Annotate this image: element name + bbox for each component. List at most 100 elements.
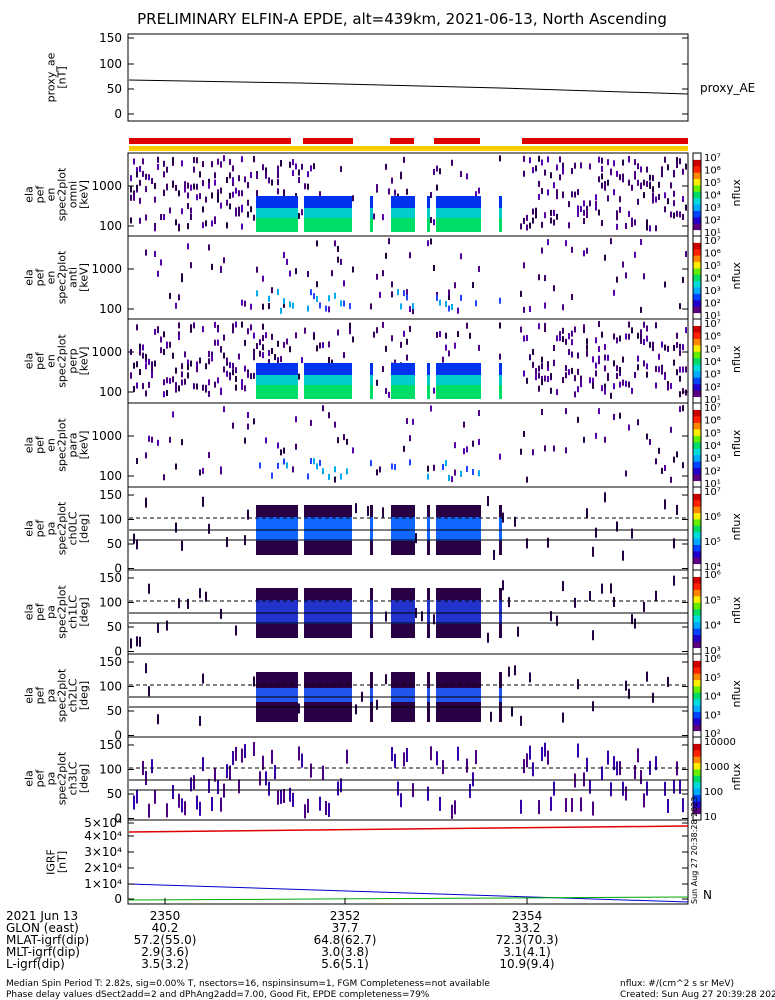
cell — [394, 375, 397, 385]
cell — [529, 672, 531, 683]
cell — [343, 352, 345, 359]
cell — [475, 750, 477, 765]
cell — [625, 272, 627, 279]
cbar-cell — [693, 172, 701, 180]
ytick-label: 2×10⁴ — [84, 861, 122, 875]
frame-igrf — [127, 819, 689, 905]
cell — [574, 326, 576, 333]
cell — [343, 688, 346, 702]
ylabel-line: pef — [34, 351, 47, 370]
cell — [427, 600, 430, 624]
cbar-cell — [693, 499, 701, 507]
cell — [586, 338, 588, 345]
cell — [412, 688, 415, 702]
cell — [310, 458, 312, 465]
cell — [436, 600, 439, 624]
cell — [259, 688, 262, 702]
cell — [136, 184, 138, 191]
cell — [334, 385, 337, 399]
cbar-cell — [693, 390, 701, 398]
cell — [640, 182, 642, 189]
cell — [166, 803, 168, 818]
cell — [619, 206, 621, 213]
cbar-label: nflux — [730, 513, 743, 541]
cell — [391, 375, 394, 385]
cbar-label: nflux — [730, 596, 743, 624]
cell — [160, 213, 162, 220]
cell — [544, 212, 546, 219]
cell — [295, 208, 298, 218]
cbar-label: nflux — [730, 680, 743, 708]
cell — [340, 363, 343, 375]
cell — [541, 221, 543, 228]
cell — [403, 445, 405, 452]
cell — [406, 688, 409, 702]
cell — [208, 379, 210, 386]
cell — [268, 218, 271, 232]
cbar-tick: 10⁴ — [704, 441, 721, 452]
cell — [400, 196, 403, 208]
cell — [649, 174, 651, 181]
cell — [295, 600, 298, 624]
cell — [640, 334, 642, 341]
cell — [319, 600, 322, 624]
cell — [643, 339, 645, 346]
cell — [556, 213, 558, 220]
cell — [145, 771, 147, 786]
cell — [397, 289, 399, 296]
ytick-label: 50 — [107, 704, 122, 718]
cell — [310, 763, 312, 778]
cbar-cell — [693, 641, 701, 649]
cell — [247, 371, 249, 378]
cell — [322, 196, 325, 208]
cell — [451, 363, 454, 375]
cbar-tick: 10⁴ — [704, 191, 721, 202]
cell — [196, 194, 198, 201]
cell — [187, 243, 189, 250]
cell — [463, 363, 466, 375]
cell — [175, 219, 177, 226]
cbar-cell — [693, 357, 701, 365]
cell — [661, 364, 663, 371]
cell — [157, 622, 159, 633]
cell — [523, 306, 525, 313]
cell — [637, 748, 639, 763]
cell — [187, 192, 189, 199]
cbar-cell — [693, 679, 701, 687]
cell — [220, 161, 222, 168]
cell — [391, 747, 393, 762]
cbar-cell — [693, 487, 701, 494]
cell — [661, 171, 663, 178]
cell — [163, 160, 165, 167]
cell — [523, 217, 525, 224]
ytick-label: 150 — [99, 738, 122, 752]
cell — [292, 466, 294, 473]
cell — [163, 331, 165, 338]
cell — [139, 217, 141, 224]
cell — [439, 168, 441, 175]
cell — [547, 750, 549, 765]
cell — [316, 208, 319, 218]
ylabel-line: spec2plot — [56, 751, 69, 805]
cell — [388, 238, 390, 245]
cell — [391, 218, 394, 232]
ylabel-line: pef — [34, 185, 47, 204]
cell — [664, 373, 666, 380]
cell — [268, 350, 270, 357]
cell — [640, 238, 642, 245]
cell — [622, 781, 624, 796]
cell — [130, 638, 132, 649]
cell — [220, 608, 222, 619]
cell — [469, 332, 471, 339]
cell — [208, 778, 210, 793]
cell — [157, 156, 159, 163]
cell — [268, 363, 271, 375]
cell — [655, 225, 657, 232]
cell — [586, 757, 588, 772]
cell — [175, 367, 177, 374]
cell — [202, 222, 204, 229]
cell — [643, 179, 645, 186]
cell — [376, 273, 378, 280]
cell — [325, 600, 328, 624]
cell — [145, 497, 147, 508]
